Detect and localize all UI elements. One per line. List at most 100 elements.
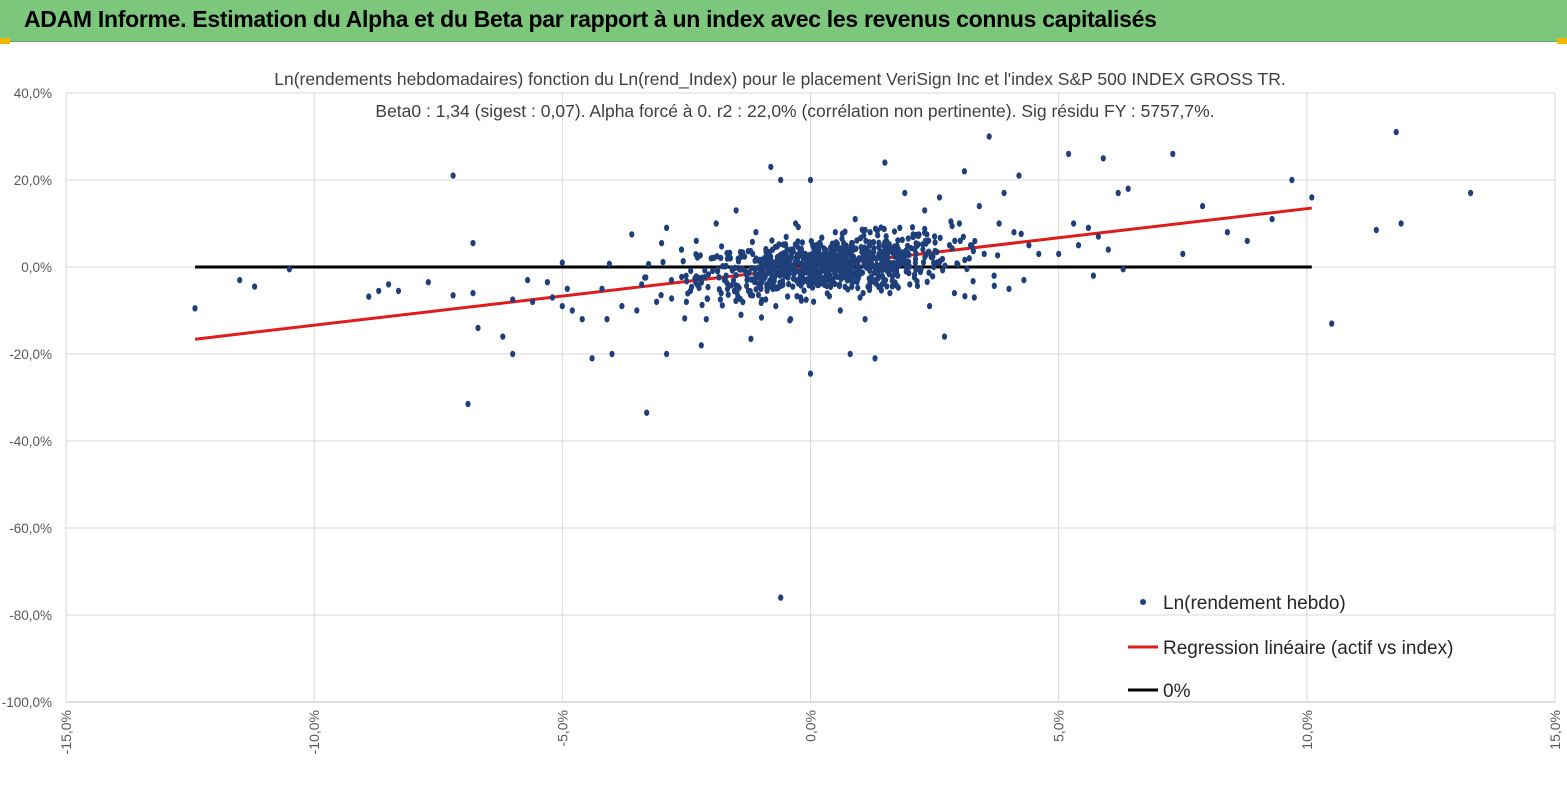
data-point bbox=[786, 280, 792, 288]
data-point bbox=[882, 277, 889, 284]
data-point bbox=[837, 307, 843, 314]
data-point bbox=[773, 302, 779, 310]
data-point bbox=[790, 262, 797, 270]
data-point bbox=[1398, 220, 1404, 227]
x-tick-label: -15,0% bbox=[58, 710, 74, 754]
data-point bbox=[922, 207, 928, 214]
data-point bbox=[757, 256, 763, 263]
data-point bbox=[914, 282, 921, 290]
data-point bbox=[837, 281, 843, 288]
data-point bbox=[1026, 242, 1032, 249]
data-point bbox=[812, 262, 818, 269]
data-point bbox=[904, 258, 911, 265]
data-point bbox=[884, 260, 890, 267]
data-point bbox=[820, 257, 826, 264]
data-point bbox=[893, 249, 899, 256]
data-point bbox=[658, 291, 664, 299]
data-point bbox=[760, 266, 766, 273]
data-point bbox=[838, 260, 844, 268]
data-point bbox=[629, 231, 635, 238]
data-point bbox=[962, 293, 968, 300]
data-point bbox=[660, 258, 666, 266]
data-point bbox=[758, 299, 764, 306]
data-point bbox=[1071, 220, 1077, 227]
data-point bbox=[1036, 250, 1042, 258]
data-point bbox=[995, 252, 1001, 259]
data-point bbox=[747, 289, 753, 296]
data-point bbox=[774, 284, 780, 291]
data-point bbox=[845, 286, 851, 293]
data-point bbox=[822, 249, 828, 256]
data-point bbox=[704, 295, 710, 302]
data-point bbox=[749, 238, 756, 246]
data-point bbox=[718, 254, 724, 262]
data-point bbox=[867, 229, 873, 236]
data-point bbox=[905, 235, 911, 242]
data-point bbox=[849, 240, 855, 247]
data-point bbox=[559, 302, 565, 310]
data-point bbox=[450, 172, 456, 179]
data-point bbox=[668, 276, 675, 284]
data-point bbox=[902, 189, 908, 197]
x-tick-label: 15,0% bbox=[1547, 710, 1563, 750]
data-point bbox=[875, 232, 881, 239]
data-point bbox=[955, 261, 961, 268]
data-point bbox=[693, 279, 699, 286]
data-point bbox=[942, 262, 948, 269]
data-point bbox=[793, 254, 799, 262]
data-point bbox=[862, 226, 868, 234]
data-point bbox=[450, 292, 456, 299]
data-point bbox=[769, 237, 775, 244]
data-point bbox=[870, 239, 877, 246]
data-point bbox=[763, 245, 769, 253]
data-point bbox=[1085, 224, 1091, 231]
data-point bbox=[785, 267, 791, 274]
data-point bbox=[782, 255, 788, 262]
data-point bbox=[1105, 246, 1111, 253]
data-point bbox=[907, 281, 913, 288]
data-point bbox=[970, 247, 977, 255]
data-point bbox=[696, 284, 702, 292]
data-point bbox=[1001, 189, 1007, 197]
data-point bbox=[797, 274, 803, 282]
x-tick-label: 10,0% bbox=[1299, 710, 1315, 750]
data-point bbox=[715, 266, 721, 273]
data-point bbox=[654, 298, 660, 305]
data-point bbox=[718, 289, 724, 297]
data-point bbox=[886, 241, 892, 248]
data-point bbox=[470, 239, 476, 247]
data-point bbox=[824, 269, 830, 277]
report-title: ADAM Informe. Estimation du Alpha et du … bbox=[24, 6, 1157, 32]
data-point bbox=[755, 291, 762, 299]
data-point bbox=[774, 254, 780, 261]
data-point bbox=[470, 289, 476, 297]
data-point bbox=[867, 260, 873, 268]
data-point bbox=[669, 295, 675, 302]
data-point bbox=[804, 259, 810, 266]
data-point bbox=[837, 248, 843, 255]
legend: Ln(rendement hebdo) Regression linéaire … bbox=[1128, 593, 1453, 702]
data-point bbox=[914, 266, 920, 273]
data-point bbox=[728, 282, 735, 289]
data-point bbox=[744, 276, 750, 284]
chart-title-line-1: Ln(rendements hebdomadaires) fonction du… bbox=[274, 69, 1285, 90]
data-point bbox=[748, 335, 754, 342]
data-point bbox=[884, 283, 890, 290]
data-point bbox=[252, 283, 258, 290]
data-point bbox=[787, 255, 793, 262]
data-point bbox=[931, 263, 937, 271]
data-point bbox=[544, 279, 551, 286]
data-point bbox=[769, 246, 776, 253]
data-point bbox=[799, 239, 806, 246]
chart-area: -15,0% -10,0% -5,0% 0,0% 5,0% 10,0% 15,0% 40,0%… bbox=[0, 42, 1567, 787]
data-point bbox=[932, 239, 938, 246]
data-point bbox=[644, 409, 650, 416]
data-point bbox=[832, 229, 838, 236]
data-point bbox=[680, 258, 686, 265]
data-point bbox=[951, 289, 958, 297]
data-point bbox=[957, 237, 963, 244]
data-point bbox=[1075, 242, 1082, 249]
data-point bbox=[1006, 285, 1012, 292]
data-point bbox=[806, 254, 813, 261]
data-point bbox=[862, 316, 868, 323]
